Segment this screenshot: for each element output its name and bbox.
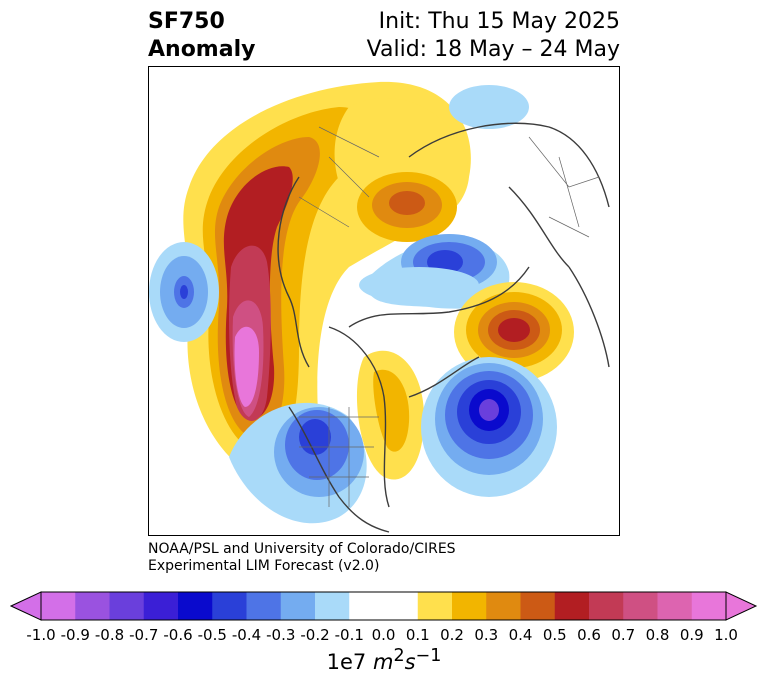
colorbar-tick-label: -0.6 xyxy=(163,626,193,644)
colorbar-swatch xyxy=(315,592,350,620)
colorbar-swatch xyxy=(143,592,179,620)
colorbar-swatch xyxy=(623,592,658,620)
units-sup2: −1 xyxy=(415,646,442,666)
colorbar-tick-label: 0.7 xyxy=(611,626,636,644)
units-s: s xyxy=(404,650,416,674)
colorbar-swatch xyxy=(383,592,419,620)
colorbar-tick-label: 0.5 xyxy=(542,626,567,644)
colorbar-swatch xyxy=(452,592,487,620)
central-pacific-negative xyxy=(149,242,219,342)
colorbar-tick-labels: -1.0 -0.9 -0.8 -0.7 -0.6 -0.5 -0.4 -0.3 -0.2 -0.1… xyxy=(0,626,768,646)
colorbar-swatch xyxy=(349,592,384,620)
title-variable: SF750 xyxy=(148,9,225,34)
credit-line-1: NOAA/PSL and University of Colorado/CIRE… xyxy=(148,541,456,557)
colorbar-units-label: 1e7 m2s−1 xyxy=(0,646,768,674)
colorbar-swatch xyxy=(554,592,590,620)
colorbar-tick-label: -1.0 xyxy=(26,626,56,644)
map-canvas xyxy=(149,81,610,533)
colorbar-extend-high xyxy=(725,591,758,621)
credit-line-2: Experimental LIM Forecast (v2.0) xyxy=(148,558,380,574)
arctic-weak-negative xyxy=(359,267,479,303)
colorbar-extend-low xyxy=(10,591,42,621)
colorbar-tick-label: -0.8 xyxy=(94,626,125,644)
colorbar-swatch xyxy=(520,592,556,620)
north-atlantic-negative xyxy=(421,357,557,497)
colorbar-tick-label: -0.2 xyxy=(300,626,330,644)
colorbar xyxy=(10,591,758,621)
colorbar-swatch xyxy=(212,592,247,620)
map-title: SF750 Anomaly xyxy=(148,8,255,64)
western-us-negative xyxy=(229,402,367,524)
units-sup1: 2 xyxy=(393,646,405,666)
anomaly-map xyxy=(148,66,620,536)
colorbar-swatch xyxy=(657,592,693,620)
title-type: Anomaly xyxy=(148,37,256,62)
colorbar-outline xyxy=(40,591,727,621)
colorbar-tick-label: -0.1 xyxy=(334,626,364,644)
borders xyxy=(298,126,600,507)
colorbar-swatch xyxy=(109,592,145,620)
colorbar-tick-label: -0.4 xyxy=(231,626,262,644)
colorbar-tick-label: -0.7 xyxy=(129,626,159,644)
colorbar-tick-label: -0.9 xyxy=(60,626,90,644)
colorbar-tick-label: -0.5 xyxy=(197,626,227,644)
coastlines xyxy=(277,122,610,533)
colorbar-tick-label: 0.4 xyxy=(508,626,533,644)
forecast-dates: Init: Thu 15 May 2025 Valid: 18 May – 24… xyxy=(367,8,620,64)
credit-text: NOAA/PSL and University of Colorado/CIRE… xyxy=(148,541,456,575)
colorbar-tick-label: 0.9 xyxy=(679,626,704,644)
north-pacific-weak-negative xyxy=(449,85,529,129)
colorbar-swatch xyxy=(280,592,316,620)
colorbar-swatch xyxy=(417,592,453,620)
colorbar-swatch xyxy=(75,592,110,620)
colorbar-swatch xyxy=(178,592,213,620)
asia-positive xyxy=(454,282,574,382)
eastern-na-positive xyxy=(356,350,424,480)
init-date: Init: Thu 15 May 2025 xyxy=(378,9,620,34)
colorbar-tick-label: 0.3 xyxy=(474,626,499,644)
colorbar-swatch xyxy=(486,592,521,620)
colorbar-swatch xyxy=(41,592,76,620)
colorbar-tick-label: 0.1 xyxy=(405,626,430,644)
colorbar-tick-label: 1.0 xyxy=(714,626,738,644)
valid-range: Valid: 18 May – 24 May xyxy=(366,37,620,62)
colorbar-tick-label: 0.0 xyxy=(371,626,396,644)
colorbar-swatch xyxy=(589,592,624,620)
colorbar-tick-label: 0.6 xyxy=(577,626,601,644)
units-m: m xyxy=(372,650,394,674)
colorbar-tick-label: 0.8 xyxy=(645,626,670,644)
colorbar-swatch xyxy=(246,592,282,620)
colorbar-swatch xyxy=(691,592,727,620)
units-base: 1e7 xyxy=(326,650,373,674)
colorbar-tick-label: 0.2 xyxy=(440,626,464,644)
colorbar-tick-label: -0.3 xyxy=(266,626,296,644)
